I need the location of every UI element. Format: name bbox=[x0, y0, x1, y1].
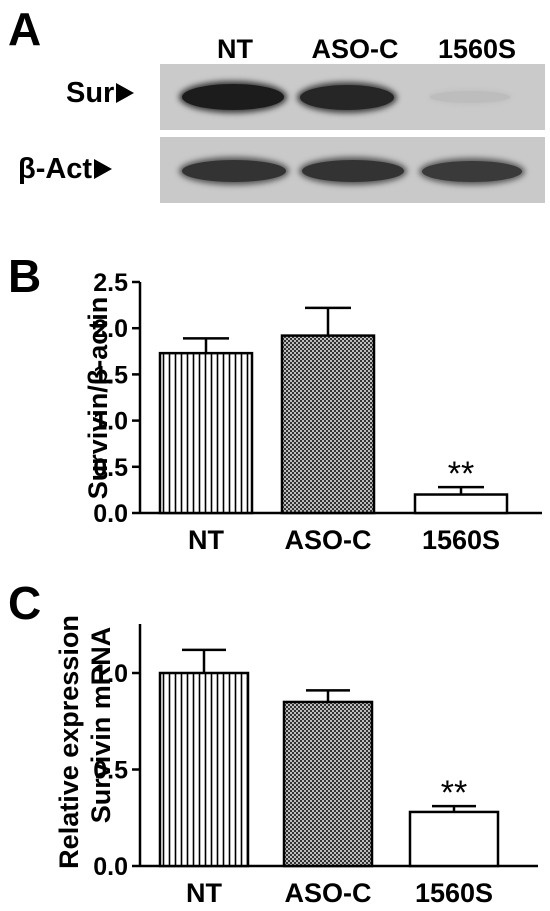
chart-c-y-axis-label-line1: Relative expression bbox=[54, 615, 84, 869]
chart-b-bar-aso-c bbox=[280, 334, 376, 515]
chart-b-y-tick-label: 0.0 bbox=[93, 500, 128, 528]
panel-c-letter: C bbox=[8, 577, 42, 629]
blot-band-act-aso-c bbox=[302, 160, 404, 182]
band-label-sur: Sur bbox=[66, 77, 135, 109]
chart-b-bar-1560s bbox=[413, 493, 509, 515]
chart-b-y-tick-label: 1.5 bbox=[93, 361, 128, 389]
blot-band-sur-aso-c bbox=[300, 85, 394, 110]
chart-b-y-tick-label: 1.0 bbox=[93, 408, 128, 436]
band-label-sur-text: Sur bbox=[66, 77, 115, 109]
chart-c-bar-1560s bbox=[408, 810, 500, 868]
chart-c-bar-aso-c bbox=[282, 700, 374, 868]
chart-c-significance-label: ** bbox=[441, 774, 467, 812]
chart-b-y-tick-label: 0.5 bbox=[93, 454, 128, 482]
blot-band-act-nt bbox=[182, 160, 286, 182]
chart-c-x-tick-label: 1560S bbox=[415, 878, 493, 908]
chart-b-x-tick-label: 1560S bbox=[422, 525, 500, 555]
chart-b-y-tick-label: 2.0 bbox=[93, 315, 128, 343]
chart-b-x-tick-label: NT bbox=[188, 525, 224, 555]
arrow-right-icon bbox=[94, 159, 113, 179]
chart-c-y-tick-label: 1.0 bbox=[93, 660, 128, 688]
chart-b-y-axis-label: Survivin/β-actin bbox=[83, 297, 113, 500]
lane-label-1560s: 1560S bbox=[437, 34, 517, 64]
chart-c-y-axis-label-line2: Survivin mRNA bbox=[86, 627, 116, 824]
chart-c-x-tick-label: NT bbox=[186, 878, 222, 908]
blot-strip-survivin bbox=[160, 64, 545, 130]
panel-b-letter: B bbox=[8, 250, 42, 302]
chart-b-bar-nt bbox=[158, 351, 254, 515]
arrow-right-icon bbox=[116, 83, 135, 103]
lane-label-nt: NT bbox=[217, 34, 253, 64]
chart-b-x-tick-label: ASO-C bbox=[285, 525, 372, 555]
blot-band-sur-nt bbox=[182, 84, 284, 110]
chart-c-y-tick-label: 0.0 bbox=[93, 853, 128, 881]
band-label-bact: β-Act bbox=[18, 153, 113, 185]
band-label-bact-text: β-Act bbox=[18, 153, 93, 185]
chart-c-bar-nt bbox=[158, 671, 250, 868]
chart-c: 0.0 0.5 1.0 NT ASO-C ** 1560S Relative expressi… bbox=[54, 615, 538, 908]
chart-b: 0.0 0.5 1.0 1.5 2.0 2.5 NT ASO-C ** 1560S Survivin… bbox=[83, 269, 542, 555]
blot-strip-actin bbox=[160, 137, 545, 203]
chart-b-y-tick-label: 2.5 bbox=[93, 269, 128, 297]
chart-c-y-tick-label: 0.5 bbox=[93, 757, 128, 785]
chart-b-significance-label: ** bbox=[448, 455, 474, 493]
lane-label-aso-c: ASO-C bbox=[311, 34, 399, 64]
chart-c-x-tick-label: ASO-C bbox=[285, 878, 372, 908]
panel-a-letter: A bbox=[8, 3, 42, 55]
blot-band-sur-1560s bbox=[430, 91, 510, 103]
blot-band-act-1560s bbox=[422, 161, 522, 182]
